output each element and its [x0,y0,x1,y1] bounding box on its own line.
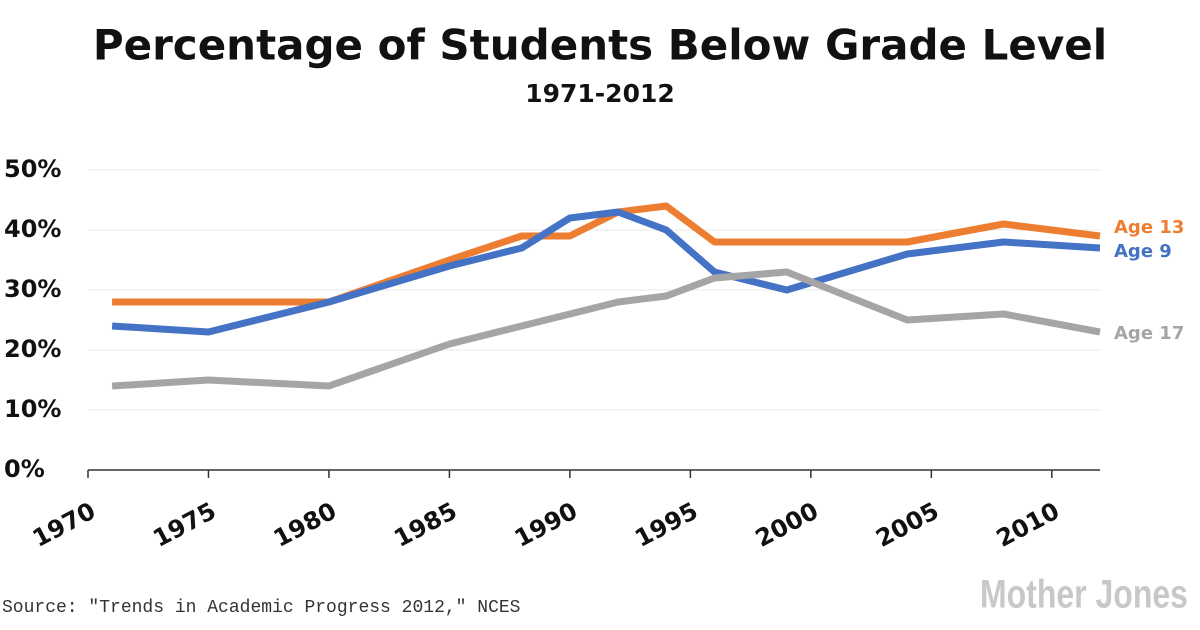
x-tick-label: 2010 [992,497,1064,553]
x-tick-label: 1995 [630,497,702,553]
brand-logo: Mother Jones [980,571,1188,616]
x-tick-label: 1990 [510,497,582,553]
x-tick-label: 1975 [148,497,220,553]
y-tick-label: 50% [4,155,61,183]
x-tick-label: 2005 [871,497,943,553]
series-line [111,268,1101,390]
y-tick-label: 40% [4,215,61,243]
chart-title: Percentage of Students Below Grade Level [93,21,1107,70]
series-label: Age 9 [1114,241,1172,262]
y-tick-label: 0% [4,455,45,483]
series-line [112,202,1101,306]
y-tick-label: 10% [4,395,61,423]
source-note: Source: "Trends in Academic Progress 201… [2,598,520,618]
y-tick-label: 20% [4,335,61,363]
y-tick-label: 30% [4,275,61,303]
series-line [111,208,1101,336]
x-tick-label: 1970 [28,497,100,553]
x-tick-label: 2000 [751,497,823,553]
x-tick-label: 1980 [269,497,341,553]
series-label: Age 13 [1114,217,1184,238]
series-label: Age 17 [1114,323,1184,344]
x-tick-label: 1985 [389,497,461,553]
chart-subtitle: 1971-2012 [525,79,675,108]
